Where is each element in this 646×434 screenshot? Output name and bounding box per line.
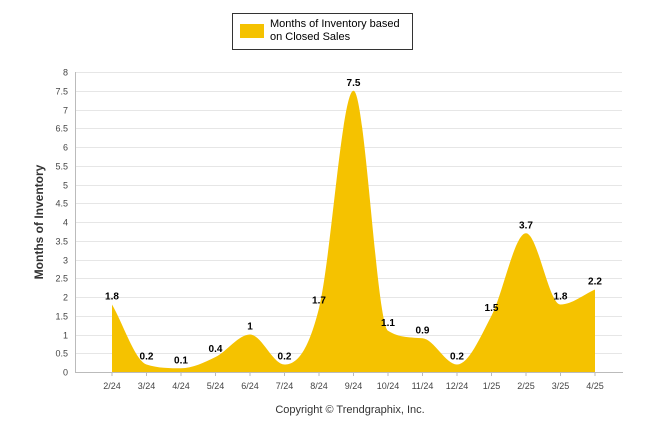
- y-tick-label: 6.5: [55, 124, 68, 134]
- y-tick-label: 2.5: [55, 274, 68, 284]
- data-label: 1.8: [105, 292, 119, 303]
- x-tick-label: 3/24: [138, 381, 156, 391]
- x-tick-label: 2/24: [103, 381, 121, 391]
- y-axis-title: Months of Inventory: [32, 164, 46, 279]
- y-tick-label: 4.5: [55, 199, 68, 209]
- x-tick-label: 7/24: [276, 381, 294, 391]
- legend-label-line2: on Closed Sales: [270, 31, 351, 43]
- data-label: 2.2: [588, 277, 602, 288]
- x-tick-label: 8/24: [310, 381, 328, 391]
- y-tick-label: 7: [63, 106, 68, 116]
- y-tick-label: 2: [63, 293, 68, 303]
- data-label: 1.8: [554, 292, 568, 303]
- data-label: 1.7: [312, 295, 326, 306]
- y-tick-label: 6: [63, 143, 68, 153]
- data-label: 0.9: [416, 325, 430, 336]
- y-tick-label: 1: [63, 331, 68, 341]
- y-tick-label: 4: [63, 218, 68, 228]
- y-tick-label: 7.5: [55, 87, 68, 97]
- legend-swatch: [240, 24, 264, 38]
- y-tick-label: 3.5: [55, 237, 68, 247]
- data-label: 1: [247, 322, 253, 333]
- y-tick-label: 3: [63, 256, 68, 266]
- data-label: 1.1: [381, 318, 395, 329]
- data-label: 1.5: [485, 303, 499, 314]
- y-tick-label: 5.5: [55, 162, 68, 172]
- y-tick-label: 1.5: [55, 312, 68, 322]
- x-tick-label: 1/25: [483, 381, 501, 391]
- series-area: [112, 90, 595, 372]
- x-tick-label: 5/24: [207, 381, 225, 391]
- x-tick-label: 2/25: [517, 381, 535, 391]
- data-label: 0.2: [278, 352, 292, 363]
- data-label: 0.4: [209, 344, 223, 355]
- x-tick-label: 9/24: [345, 381, 363, 391]
- copyright-credit: Copyright © Trendgraphix, Inc.: [275, 404, 424, 416]
- x-tick-labels: 2/24 3/24 4/24 5/24 6/24 7/24 8/24 9/24 10/24 11/…: [103, 372, 604, 391]
- y-tick-labels: 0 0.5 1 1.5 2 2.5 3 3.5 4 4.5 5 5.5 6 6.5 7 7.5 8: [55, 68, 68, 378]
- x-tick-label: 4/25: [586, 381, 604, 391]
- x-tick-label: 3/25: [552, 381, 570, 391]
- data-label: 0.1: [174, 355, 188, 366]
- data-label: 7.5: [347, 78, 361, 89]
- data-label: 0.2: [140, 352, 154, 363]
- x-tick-label: 12/24: [446, 381, 469, 391]
- legend: Months of Inventory based on Closed Sale…: [232, 13, 413, 50]
- x-tick-label: 11/24: [412, 381, 434, 391]
- y-tick-label: 8: [63, 68, 68, 78]
- y-tick-label: 5: [63, 181, 68, 191]
- legend-label-line1: Months of Inventory based: [270, 18, 400, 30]
- x-tick-label: 6/24: [241, 381, 259, 391]
- x-tick-label: 10/24: [377, 381, 400, 391]
- data-label: 0.2: [450, 352, 464, 363]
- series-area-fill: [112, 90, 595, 372]
- x-tick-label: 4/24: [172, 381, 190, 391]
- data-labels: 1.8 0.2 0.1 0.4 1 0.2 1.7 7.5 1.1 0.9 0.2 1.5 3.7 1.8…: [105, 78, 602, 367]
- data-label: 3.7: [519, 220, 533, 231]
- y-tick-label: 0.5: [55, 349, 68, 359]
- y-tick-label: 0: [63, 368, 68, 378]
